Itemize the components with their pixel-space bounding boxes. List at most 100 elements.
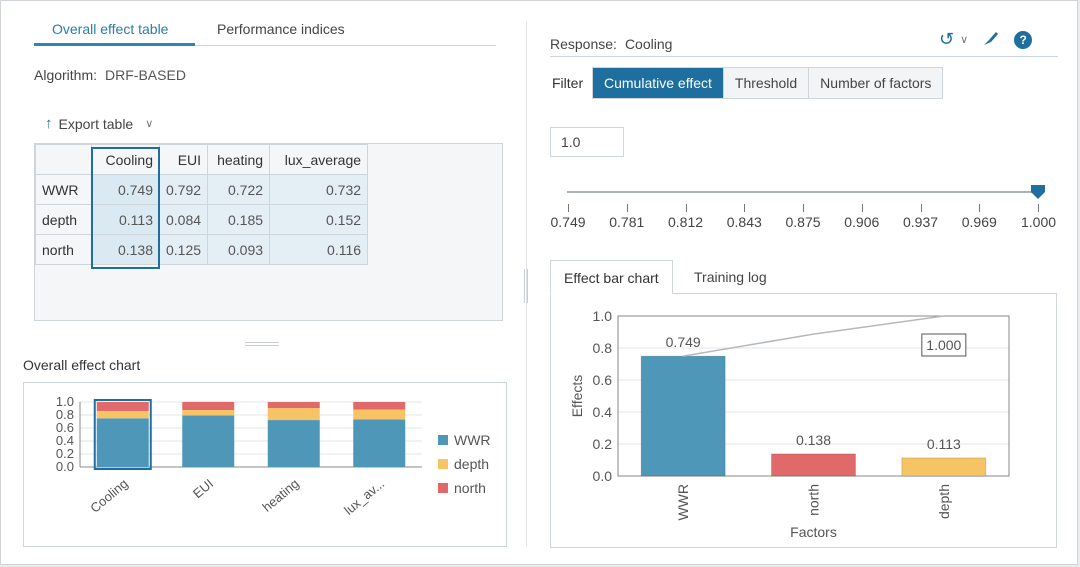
y-tick-label: 0.2: [56, 446, 74, 461]
vertical-resize-handle[interactable]: [524, 269, 528, 303]
row-header-north[interactable]: north: [35, 234, 92, 265]
legend-label: north: [454, 480, 486, 496]
effect-table: Cooling EUI heating lux_average WWR 0.74…: [35, 144, 369, 265]
effect-table-container: Cooling EUI heating lux_average WWR 0.74…: [34, 143, 503, 321]
slider-tick-label: 1.000: [1021, 214, 1057, 230]
slider-tick-mark: [744, 204, 746, 212]
table-corner-cell: [35, 144, 92, 175]
slider-tick-mark: [568, 204, 569, 212]
table-cell[interactable]: 0.113: [91, 204, 160, 235]
overall-effect-chart-title: Overall effect chart: [23, 357, 141, 373]
table-cell[interactable]: 0.732: [269, 174, 369, 205]
slider-tick-mark: [685, 204, 687, 212]
stacked-bar-segment: [182, 401, 235, 411]
export-table-label: Export table: [58, 115, 134, 132]
table-cell[interactable]: 0.138: [91, 234, 160, 265]
overall-effect-chart: 1.0 0.8 0.6 0.4 0.2 0.0 Cooling EUI heating lux_a…: [23, 382, 507, 547]
brush-icon[interactable]: [982, 29, 1000, 50]
stacked-bar-segment: [96, 418, 149, 467]
slider-tick-label: 0.749: [550, 214, 586, 230]
y-tick-label: 0.8: [56, 407, 74, 422]
export-table-button[interactable]: ↑ Export table ∨: [45, 115, 153, 132]
cumulative-label: 1.000: [926, 337, 961, 353]
slider-thumb[interactable]: [1031, 185, 1045, 199]
table-cell[interactable]: 0.084: [158, 204, 209, 235]
x-tick-label: Cooling: [87, 476, 130, 516]
table-cell[interactable]: 0.792: [158, 174, 209, 205]
stacked-bar-segment: [267, 408, 320, 421]
filter-option-number-of-factors[interactable]: Number of factors: [808, 68, 943, 98]
tab-training-log[interactable]: Training log: [694, 269, 767, 285]
undo-icon[interactable]: ↺: [939, 29, 955, 49]
slider-tick-label: 0.969: [961, 214, 997, 230]
cumulative-line: [683, 315, 944, 357]
table-cell[interactable]: 0.125: [158, 234, 209, 265]
algorithm-info: Algorithm: DRF-BASED: [34, 67, 186, 83]
table-cell[interactable]: 0.093: [207, 234, 271, 265]
algorithm-value: DRF-BASED: [105, 67, 186, 83]
row-header-wwr[interactable]: WWR: [35, 174, 92, 205]
x-tick-label: depth: [936, 484, 952, 519]
column-header-heating[interactable]: heating: [207, 144, 271, 175]
cumulative-effect-input[interactable]: 1.0: [550, 127, 624, 157]
table-cell[interactable]: 0.722: [207, 174, 271, 205]
bar: [771, 453, 856, 477]
x-tick-label: heating: [259, 476, 301, 515]
y-tick-label: 1.0: [593, 308, 613, 324]
legend-label: WWR: [454, 432, 491, 448]
table-cell[interactable]: 0.152: [269, 204, 369, 235]
bar-value-label: 0.138: [796, 432, 831, 448]
algorithm-label: Algorithm:: [34, 67, 98, 83]
stacked-bar-segment: [353, 419, 406, 467]
slider-tick-mark: [803, 204, 804, 212]
slider-tick-label: 0.781: [609, 214, 645, 230]
table-cell[interactable]: 0.185: [207, 204, 271, 235]
filter-option-threshold[interactable]: Threshold: [722, 68, 809, 98]
bar-value-label: 0.113: [927, 436, 961, 452]
response-value[interactable]: Cooling: [624, 36, 673, 52]
legend-swatch: [438, 435, 448, 445]
help-icon[interactable]: ?: [1014, 30, 1033, 49]
stacked-bar-segment: [267, 420, 320, 467]
stacked-bar-segment: [267, 402, 320, 409]
y-axis-label: Effects: [569, 375, 585, 418]
stacked-bar-segment: [96, 410, 149, 419]
table-row: WWR 0.749 0.792 0.722 0.732: [35, 174, 369, 205]
x-tick-label: lux_av...: [341, 476, 387, 518]
upload-icon: ↑: [45, 115, 53, 132]
y-tick-label: 0.0: [593, 468, 613, 484]
filter-option-cumulative-effect[interactable]: Cumulative effect: [593, 68, 723, 98]
table-header-row: Cooling EUI heating lux_average: [35, 144, 369, 175]
row-header-depth[interactable]: depth: [35, 204, 92, 235]
y-tick-label: 0.8: [593, 340, 613, 356]
column-header-cooling[interactable]: Cooling: [91, 144, 160, 175]
slider-tick-label: 0.937: [902, 214, 939, 230]
column-header-lux-average[interactable]: lux_average: [269, 144, 369, 175]
legend-swatch: [438, 483, 448, 493]
table-cell[interactable]: 0.749: [91, 174, 160, 205]
tab-bar-line: [34, 45, 496, 46]
y-tick-label: 0.2: [593, 436, 613, 452]
slider-track[interactable]: [567, 191, 1039, 193]
tab-performance-indices[interactable]: Performance indices: [217, 21, 345, 37]
stacked-bar-segment: [182, 415, 235, 467]
tab-effect-bar-chart[interactable]: Effect bar chart: [550, 260, 673, 294]
legend-swatch: [438, 459, 448, 469]
response-underline: [550, 56, 1058, 57]
chevron-down-icon[interactable]: ∨: [960, 34, 969, 46]
tab-overall-effect-table[interactable]: Overall effect table: [52, 21, 169, 37]
selected-bar-outline: [93, 399, 152, 470]
stacked-bar-segment: [353, 409, 406, 420]
active-tab-indicator: [34, 43, 195, 46]
table-cell[interactable]: 0.116: [269, 234, 369, 265]
slider-tick-label: 0.906: [844, 214, 880, 230]
panel-separator: [526, 21, 527, 546]
x-axis-label: Factors: [790, 524, 837, 540]
slider-tick-mark: [861, 204, 863, 212]
chevron-down-icon[interactable]: ∨: [145, 118, 154, 130]
horizontal-resize-handle[interactable]: [245, 342, 279, 346]
filter-label: Filter: [552, 75, 584, 91]
slider-tick-mark: [626, 204, 628, 212]
column-header-eui[interactable]: EUI: [158, 144, 209, 175]
slider-tick-mark: [979, 204, 981, 212]
